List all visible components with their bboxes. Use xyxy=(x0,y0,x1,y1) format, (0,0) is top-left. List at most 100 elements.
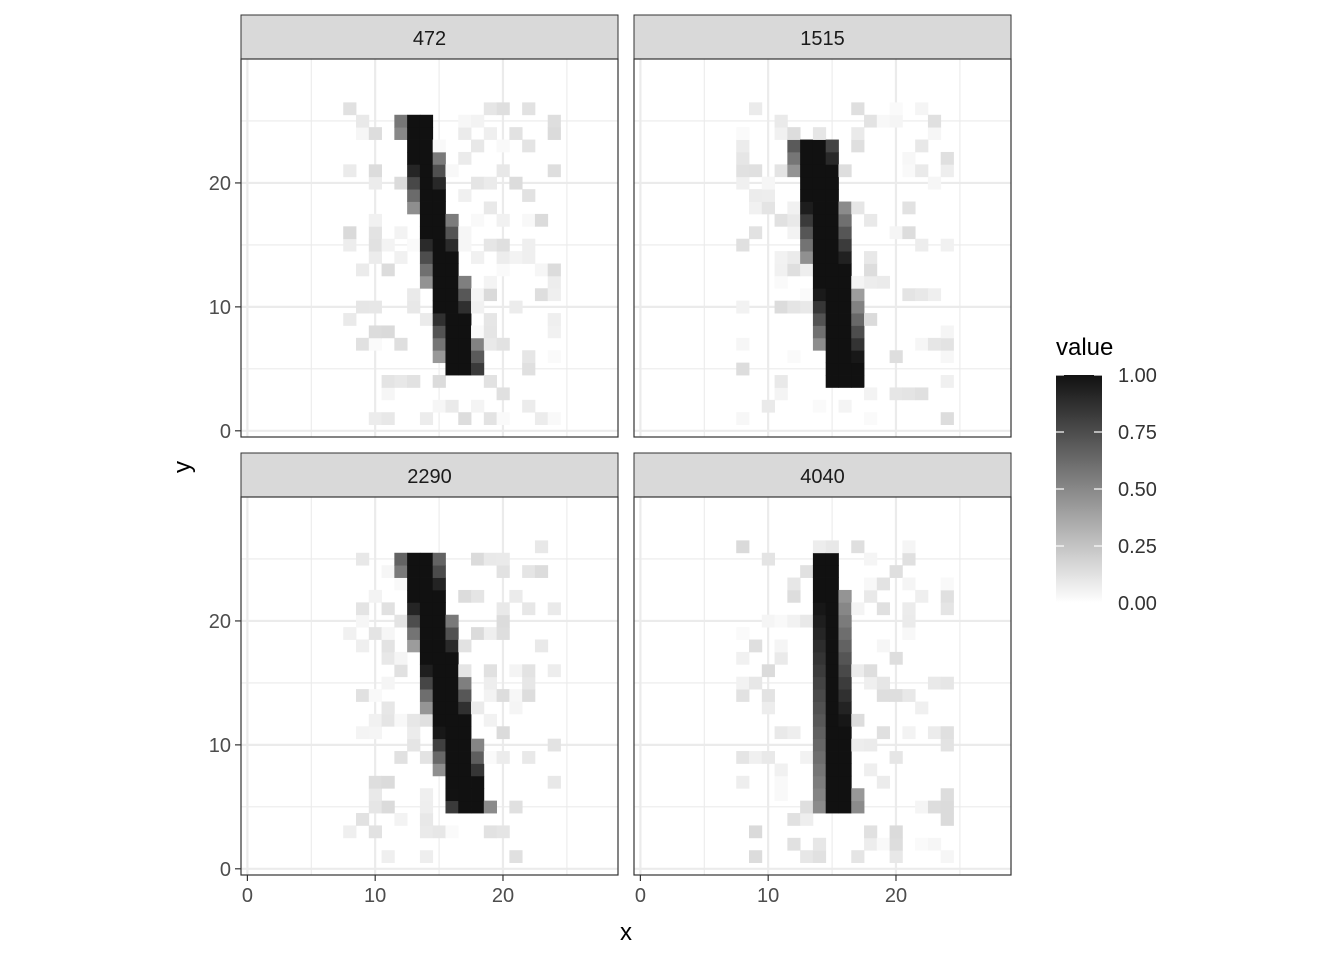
heat-tile xyxy=(825,313,839,326)
heat-tile xyxy=(547,350,561,364)
heat-tile xyxy=(445,337,459,351)
heat-tile xyxy=(522,664,536,678)
heat-tile xyxy=(496,337,510,351)
heat-tile xyxy=(800,565,814,578)
heat-tile xyxy=(889,350,903,364)
heat-tile xyxy=(445,251,459,264)
heat-tile xyxy=(940,325,954,339)
heat-tile xyxy=(509,300,523,314)
heat-tile xyxy=(483,288,497,302)
heat-tile xyxy=(407,589,421,603)
heat-tile xyxy=(787,350,801,364)
x-tick-label: 20 xyxy=(885,885,907,907)
heat-tile xyxy=(761,189,775,202)
heat-tile xyxy=(736,540,750,554)
heat-tile xyxy=(749,201,763,215)
heat-tile xyxy=(876,689,890,702)
heat-tile xyxy=(736,775,750,789)
heat-tile xyxy=(419,651,434,665)
panel-border xyxy=(633,58,1012,438)
heat-tile xyxy=(356,639,370,653)
heat-tile xyxy=(432,701,446,715)
heat-tile xyxy=(812,602,827,616)
heat-tile xyxy=(445,689,459,702)
heat-tile xyxy=(547,164,561,178)
heat-tile xyxy=(432,602,446,616)
heat-tile xyxy=(368,627,382,640)
heat-tile xyxy=(445,164,459,178)
heat-tile xyxy=(812,738,827,752)
heat-tile xyxy=(445,238,459,252)
heat-tile xyxy=(368,251,382,264)
heat-tile xyxy=(483,676,497,690)
heat-tile xyxy=(394,552,408,566)
heat-tile xyxy=(394,375,408,388)
heat-tile xyxy=(381,800,395,814)
heat-tile xyxy=(419,313,434,326)
heat-tile xyxy=(800,288,814,302)
heat-tile xyxy=(864,664,878,678)
heat-tile xyxy=(736,362,750,376)
legend-title: value xyxy=(1056,334,1113,361)
heat-tile xyxy=(445,775,459,789)
heat-tile xyxy=(864,577,878,591)
heat-tile xyxy=(940,412,954,426)
heat-tile xyxy=(419,813,434,826)
heat-tile xyxy=(381,565,395,578)
heat-tile xyxy=(825,552,839,566)
heat-tile xyxy=(381,627,395,640)
heat-tile xyxy=(407,726,421,740)
heat-tile xyxy=(902,627,916,640)
heat-tile xyxy=(432,325,446,339)
heat-tile xyxy=(838,701,852,715)
heat-tile xyxy=(407,127,421,140)
heat-tile xyxy=(394,114,408,128)
heat-tile xyxy=(825,325,839,339)
facet-strip-label: 1515 xyxy=(800,28,845,50)
heat-tile xyxy=(736,139,750,153)
heat-tile xyxy=(736,651,750,665)
x-tick-label: 0 xyxy=(242,885,253,907)
heat-tile xyxy=(876,676,890,690)
heat-tile xyxy=(522,565,536,578)
heat-tile xyxy=(432,300,446,314)
heat-tile xyxy=(356,689,370,702)
heat-tile xyxy=(368,213,382,227)
heat-tile xyxy=(381,713,395,727)
heat-tile xyxy=(838,664,852,678)
heat-tile xyxy=(915,701,929,715)
heat-tile xyxy=(445,800,459,814)
heat-tile xyxy=(825,689,839,702)
heat-tile xyxy=(381,676,395,690)
heat-tile xyxy=(812,151,827,165)
heat-tile xyxy=(343,825,357,839)
heat-tile xyxy=(381,325,395,339)
heat-tile xyxy=(458,726,472,740)
heat-tile xyxy=(458,713,472,727)
heat-tile xyxy=(825,614,839,628)
heat-tile xyxy=(800,850,814,864)
x-tick-label: 10 xyxy=(364,885,386,907)
heat-tile xyxy=(761,701,775,715)
heat-tile xyxy=(787,263,801,277)
heat-tile xyxy=(787,813,801,826)
heat-tile xyxy=(774,127,788,140)
heat-tile xyxy=(432,825,446,839)
heat-tile xyxy=(419,565,434,578)
heat-tile xyxy=(471,701,485,715)
heat-tile xyxy=(902,387,916,401)
heat-tile xyxy=(432,639,446,653)
heat-tile xyxy=(812,627,827,640)
heat-tile xyxy=(432,726,446,740)
heat-tile xyxy=(471,738,485,752)
heat-tile xyxy=(471,176,485,190)
heat-tile xyxy=(812,763,827,777)
heat-tile xyxy=(825,226,839,240)
heat-tile xyxy=(407,176,421,190)
heat-tile xyxy=(445,263,459,277)
heat-tile xyxy=(432,263,446,277)
heat-tile xyxy=(496,251,510,264)
heat-tile xyxy=(419,275,434,289)
heat-tile xyxy=(471,350,485,364)
heat-tile xyxy=(432,738,446,752)
